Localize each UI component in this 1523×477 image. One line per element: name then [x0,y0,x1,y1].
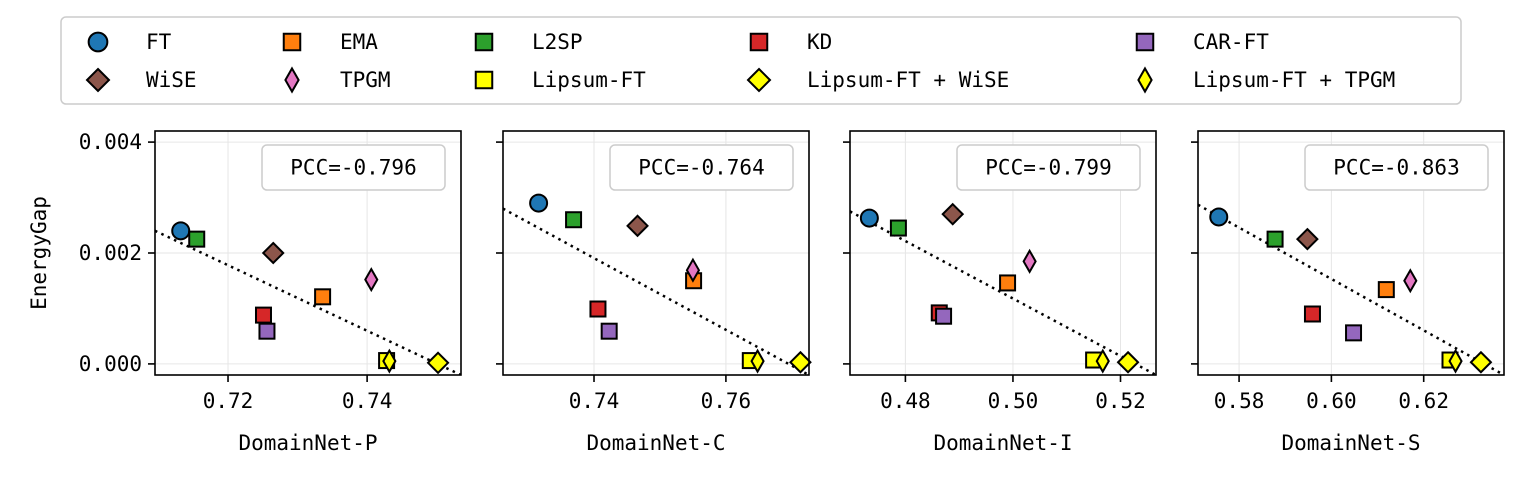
legend-label-car-ft: CAR-FT [1193,30,1269,54]
panel-domainnet-c: 0.74 0.76 DomainNet-C PCC=-0.764 [496,130,812,455]
x-tick-label: 0.74 [342,389,393,413]
x-axis-label: DomainNet-C [586,431,725,455]
point-l2sp [188,230,206,248]
pcc-box [1304,144,1489,191]
y-tick-label: 0.000 [79,352,142,376]
point-tpgm [364,267,379,293]
x-tick-label: 0.60 [1306,389,1357,413]
x-tick-label: 0.62 [1398,389,1449,413]
point-ema [1377,281,1395,299]
point-wise [941,202,965,226]
pcc-annotation: PCC=-0.764 [638,156,764,180]
point-kd [1303,305,1321,323]
legend-label-lipsum-ft-tpgm: Lipsum-FT + TPGM [1193,68,1395,92]
legend-label-lipsum-ft-wise: Lipsum-FT + WiSE [807,68,1009,92]
point-l2sp [889,219,907,237]
panels: 0.72 0.74 0.000 0.002 0.004 DomainNet-P PCC=-0… [79,130,1505,455]
legend-marker-lipsum-ft [474,70,494,90]
legend-label-lipsum-ft: Lipsum-FT [532,68,646,92]
point-lipsum-ft-tpgm [1095,348,1110,374]
point-ema [999,274,1017,292]
x-tick-label: 0.76 [701,389,752,413]
legend-frame [60,16,1462,105]
x-tick-label: 0.50 [988,389,1039,413]
panel-domainnet-s: 0.58 0.60 0.62 DomainNet-S PCC=-0.863 [1191,130,1505,455]
legend-label-l2sp: L2SP [532,30,583,54]
legend: FT EMA L2SP KD CAR-FT WiSE TPGM Lipsum-FT Lipsum… [60,16,1462,105]
x-tick-label: 0.52 [1095,389,1146,413]
x-tick-label: 0.48 [880,389,931,413]
trendline [1198,203,1504,375]
point-car-ft [258,322,276,340]
point-l2sp [1266,230,1284,248]
x-tick-label: 0.72 [203,389,254,413]
pcc-annotation: PCC=-0.796 [290,156,416,180]
legend-marker-lipsum-ft-wise [746,67,772,93]
y-tick-label: 0.004 [79,130,142,154]
point-ft [1209,207,1229,227]
trendline [155,229,461,375]
point-ema [314,288,332,306]
panel-domainnet-p: 0.72 0.74 0.000 0.002 0.004 DomainNet-P PCC=-0… [79,130,462,455]
point-l2sp [565,211,583,229]
legend-marker-lipsum-ft-tpgm [1137,66,1153,94]
trendline [850,210,1156,375]
legend-marker-l2sp [474,32,494,52]
point-wise [261,241,285,265]
legend-marker-ft [87,31,109,53]
point-ft [171,221,191,241]
legend-label-ft: FT [146,30,172,54]
legend-marker-ema [282,32,302,52]
legend-marker-wise [85,67,111,93]
trendline [503,207,809,375]
pcc-annotation: PCC=-0.863 [1333,156,1459,180]
pcc-box [956,144,1141,191]
point-ft [529,193,549,213]
legend-label-tpgm: TPGM [340,68,391,92]
point-lipsum-ft-wise [789,350,812,374]
x-axis-label: DomainNet-P [238,431,377,455]
legend-label-ema: EMA [340,30,378,54]
point-tpgm [1403,268,1418,294]
point-ft [859,208,879,228]
point-wise [626,214,649,238]
point-wise [1295,227,1319,251]
point-kd [254,306,272,324]
legend-marker-car-ft [1135,32,1155,52]
panel-domainnet-i: 0.48 0.50 0.52 DomainNet-I PCC=-0.799 [843,130,1157,455]
point-tpgm [685,257,701,283]
x-tick-label: 0.74 [569,389,620,413]
point-lipsum-ft-tpgm [1448,348,1463,374]
point-lipsum-ft-tpgm [750,348,765,374]
legend-marker-kd [749,32,769,52]
point-car-ft [600,322,618,340]
legend-label-kd: KD [807,30,832,54]
point-lipsum-ft-tpgm [382,348,397,374]
legend-marker-tpgm [284,66,300,94]
point-kd [589,300,607,318]
x-axis-label: DomainNet-I [933,431,1072,455]
point-tpgm [1022,248,1037,274]
point-car-ft [1345,324,1363,342]
y-tick-label: 0.002 [79,241,142,265]
pcc-box [261,144,446,191]
point-car-ft [935,307,953,325]
y-axis-label: EnergyGap [27,196,51,310]
x-axis-label: DomainNet-S [1281,431,1420,455]
x-tick-label: 0.58 [1214,389,1265,413]
legend-label-wise: WiSE [146,68,197,92]
point-lipsum-ft-wise [426,351,450,375]
pcc-annotation: PCC=-0.799 [985,156,1111,180]
point-lipsum-ft-wise [1469,350,1493,374]
point-lipsum-ft-wise [1116,350,1140,374]
pcc-box [609,144,794,191]
